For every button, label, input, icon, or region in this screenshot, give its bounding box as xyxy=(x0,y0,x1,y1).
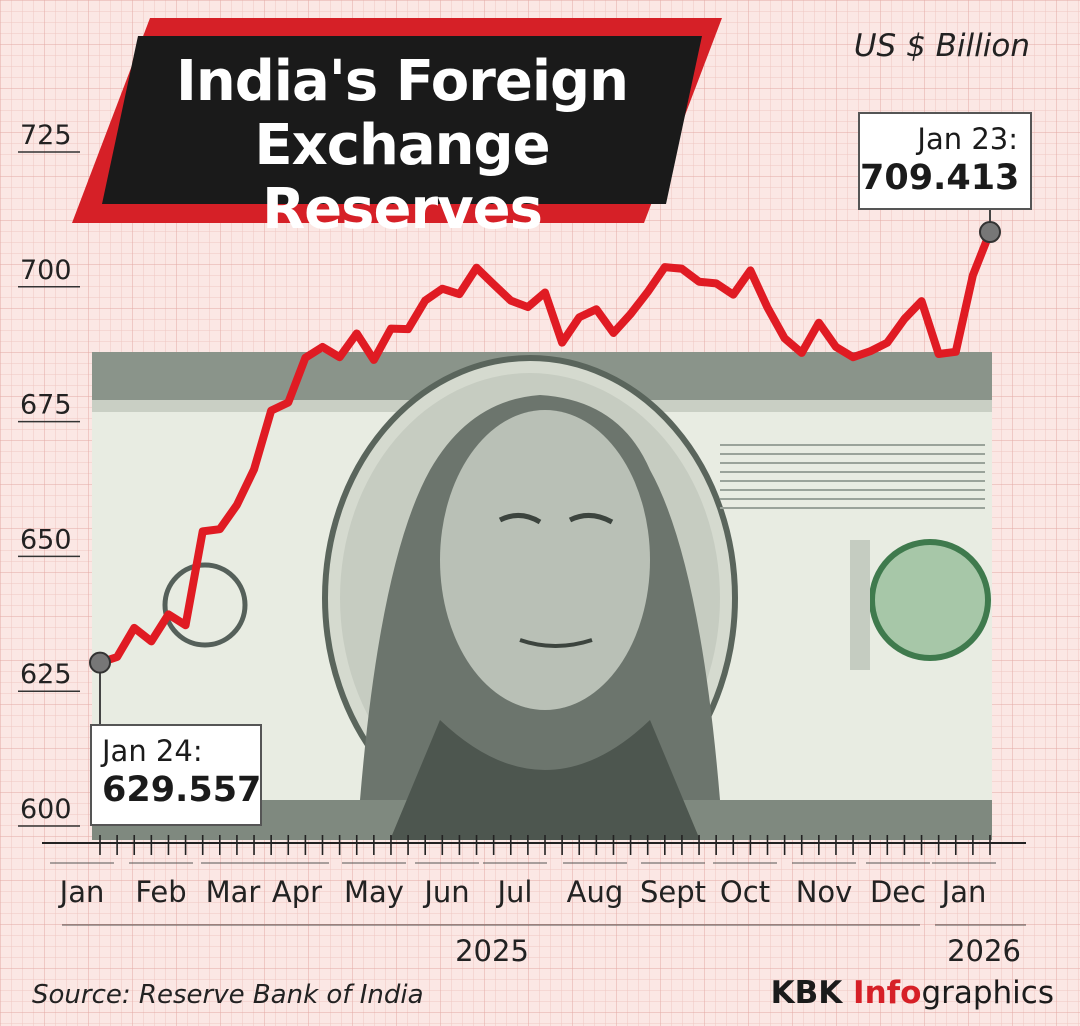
brand-logo: KBK Infographics xyxy=(771,975,1054,1011)
x-tick-label: Dec xyxy=(870,875,926,909)
title-line-1: India's Foreign xyxy=(176,49,629,114)
portrait-mouth xyxy=(519,638,593,648)
x-tick-label: Oct xyxy=(720,875,770,909)
x-tick-label: Feb xyxy=(135,875,186,909)
unit-label: US $ Billion xyxy=(853,28,1030,64)
end-value-callout: Jan 23: 709.413 xyxy=(858,112,1032,210)
x-tick-label: Nov xyxy=(796,875,853,909)
start-callout-label: Jan 24: xyxy=(102,734,203,768)
portrait-coat xyxy=(390,720,700,840)
y-tick-label: 675 xyxy=(20,390,72,421)
start-point-marker xyxy=(89,651,111,674)
bill-numeral-stroke xyxy=(850,540,870,670)
end-point-marker xyxy=(979,221,1001,244)
x-tick-label: Jun xyxy=(422,875,469,909)
year-label-2025: 2025 xyxy=(455,934,529,968)
x-tick-label: May xyxy=(344,875,404,909)
x-tick-label: Aug xyxy=(567,875,624,909)
x-tick-label: Apr xyxy=(272,875,322,909)
brand-part-2: Info xyxy=(853,975,922,1011)
x-tick-label: Mar xyxy=(206,875,261,909)
x-tick-label: Jul xyxy=(496,875,533,909)
x-axis: Jan Feb Mar Apr May Jun Jul Aug Sept Oct Nov Dec Jan xyxy=(42,835,1026,926)
reserves-line xyxy=(96,228,994,667)
start-callout-value: 629.557 xyxy=(102,770,262,810)
portrait-eyes xyxy=(498,513,614,525)
brand-part-3: graphics xyxy=(921,975,1054,1011)
title-line-2: Exchange Reserves xyxy=(254,113,550,242)
x-tick-label: Sept xyxy=(640,875,706,909)
start-value-callout: Jan 24: 629.557 xyxy=(90,724,262,826)
portrait-face xyxy=(440,410,650,710)
end-callout-value: 709.413 xyxy=(860,158,1020,198)
brand-part-1: KBK xyxy=(770,975,854,1011)
end-callout-label: Jan 23: xyxy=(917,122,1018,156)
y-axis: 600 625 650 675 700 725 xyxy=(18,120,80,827)
y-tick-label: 700 xyxy=(20,255,72,286)
federal-seal xyxy=(162,562,248,648)
y-tick-label: 600 xyxy=(20,794,72,825)
title-dark-box xyxy=(102,36,702,204)
dollar-bill-illustration xyxy=(92,352,992,840)
y-tick-label: 625 xyxy=(20,659,72,690)
source-note: Source: Reserve Bank of India xyxy=(32,980,424,1010)
title-banner: India's Foreign Exchange Reserves xyxy=(72,18,722,242)
year-label-2026: 2026 xyxy=(947,934,1021,968)
y-tick-label: 725 xyxy=(20,120,72,151)
x-tick-label: Jan xyxy=(940,875,987,909)
treasury-seal xyxy=(869,539,991,661)
series-layer xyxy=(89,207,1001,726)
x-tick-label: Jan xyxy=(58,875,105,909)
chart-title: India's Foreign Exchange Reserves xyxy=(112,50,692,242)
y-tick-label: 650 xyxy=(20,524,72,555)
